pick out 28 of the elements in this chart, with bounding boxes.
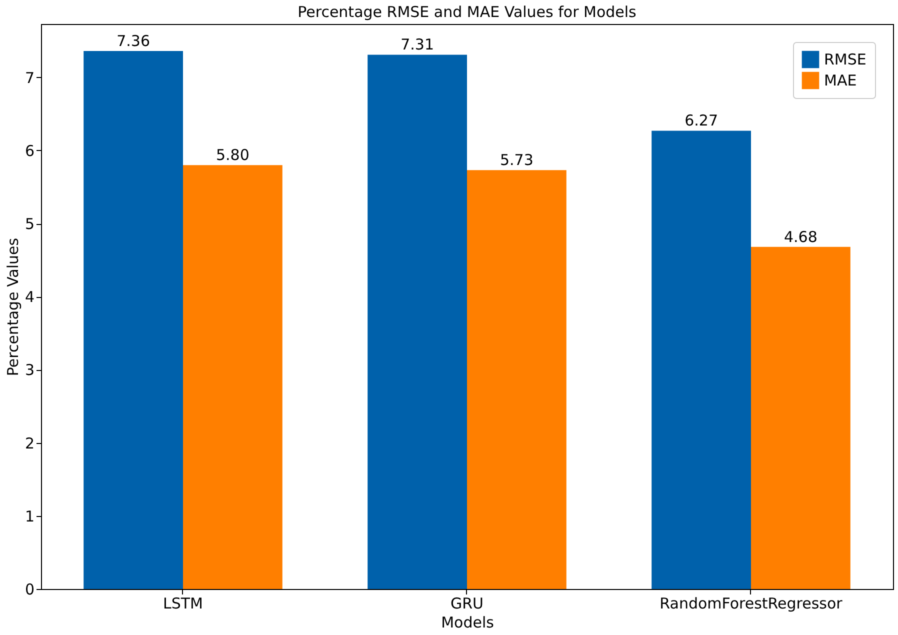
chart-title: Percentage RMSE and MAE Values for Models [298,3,637,21]
bar [652,130,751,589]
data-label: 6.27 [684,112,718,130]
bar [84,51,183,589]
legend-label: RMSE [824,50,866,68]
data-label: 7.36 [116,32,150,50]
y-tick-label: 7 [24,68,34,87]
data-label: 5.73 [500,151,534,170]
y-tick-label: 1 [24,507,34,526]
data-label: 5.80 [216,146,250,164]
data-label: 7.31 [400,36,434,54]
x-axis-title: Models [441,614,494,632]
y-tick-label: 2 [24,434,34,452]
y-axis-title: Percentage Values [4,238,22,376]
y-tick-label: 5 [24,215,34,234]
y-tick-label: 6 [24,142,34,160]
x-tick-label: RandomForestRegressor [660,594,844,612]
bar [368,54,467,589]
bar [183,165,282,589]
x-tick-label: LSTM [163,594,203,612]
data-label: 4.68 [784,228,818,246]
x-tick-label: GRU [450,594,484,612]
bar [751,246,850,589]
y-tick-label: 0 [24,580,34,598]
y-tick-label: 4 [24,288,34,306]
y-tick-label: 3 [24,361,34,380]
legend-label: MAE [824,72,857,90]
bar [467,170,566,589]
